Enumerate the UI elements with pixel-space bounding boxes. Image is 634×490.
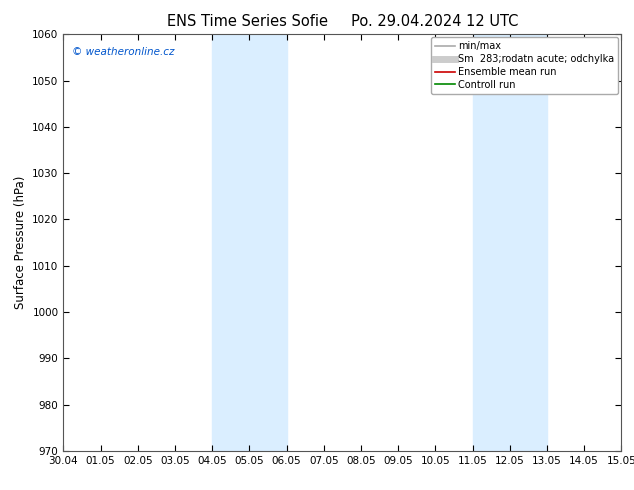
Bar: [212, 34, 287, 451]
Legend: min/max, Sm  283;rodatn acute; odchylka, Ensemble mean run, Controll run: min/max, Sm 283;rodatn acute; odchylka, …: [431, 37, 618, 94]
Title: ENS Time Series Sofie     Po. 29.04.2024 12 UTC: ENS Time Series Sofie Po. 29.04.2024 12 …: [167, 14, 518, 29]
Bar: [472, 34, 547, 451]
Text: © weatheronline.cz: © weatheronline.cz: [72, 47, 174, 57]
Y-axis label: Surface Pressure (hPa): Surface Pressure (hPa): [14, 176, 27, 309]
